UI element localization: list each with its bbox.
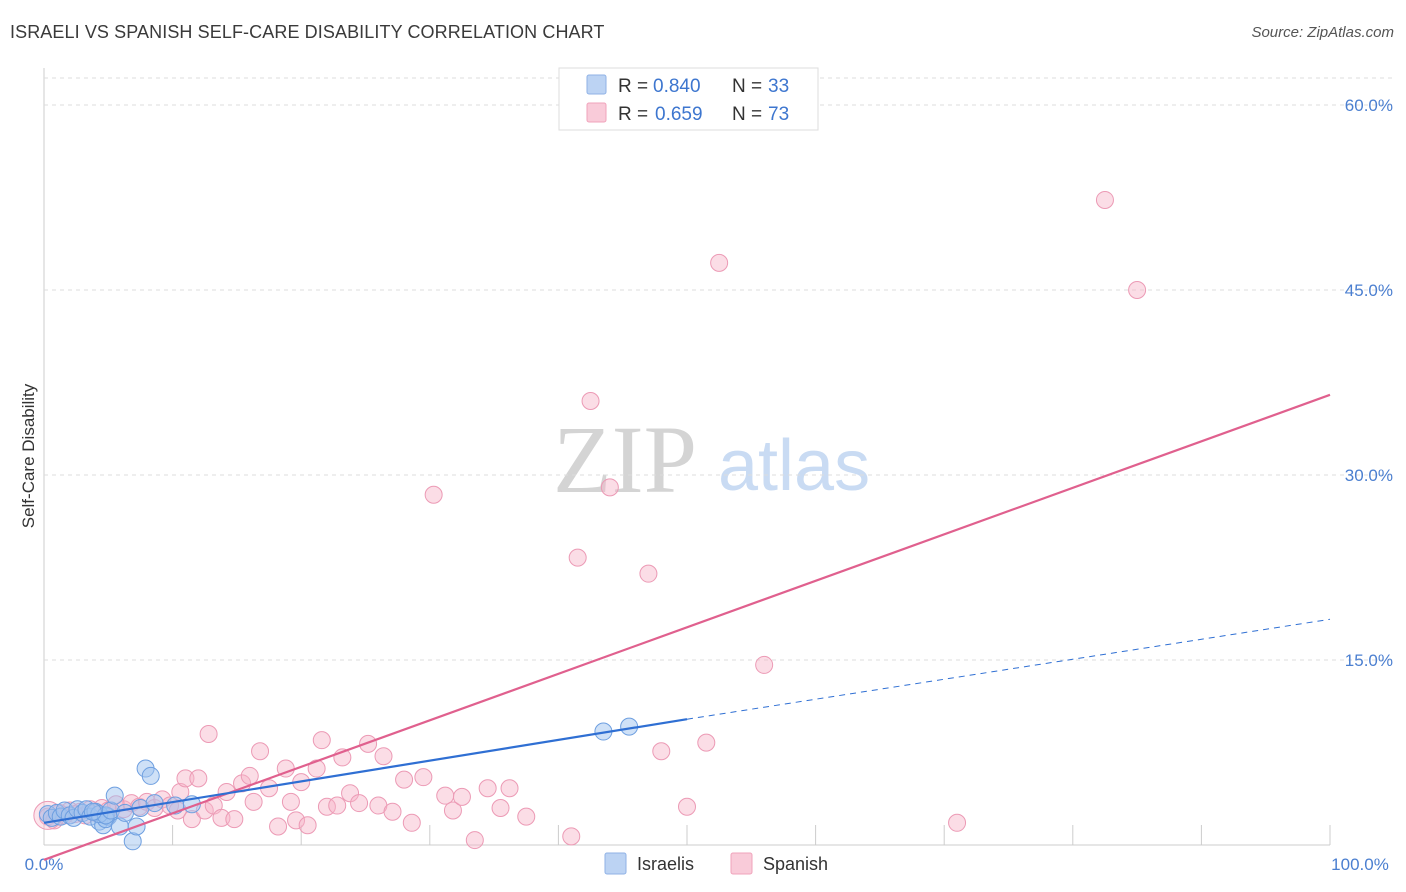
legend-r-label-israelis: R =: [618, 76, 648, 97]
spanish-point: [189, 769, 208, 788]
spanish-point: [251, 742, 270, 761]
y-tick-label: 60.0%: [1345, 96, 1393, 115]
spanish-point: [350, 794, 369, 813]
bottom-legend-label-israelis: Israelis: [637, 854, 694, 874]
spanish-point: [287, 811, 306, 830]
legend-r-value-israelis: 0.840: [653, 76, 701, 97]
bottom-legend-label-spanish: Spanish: [763, 854, 828, 874]
legend-r-value-spanish: 0.659: [655, 104, 703, 125]
spanish-point: [176, 769, 195, 788]
legend-n-label-spanish: N =: [732, 104, 762, 125]
legend-r-label-spanish: R =: [618, 104, 648, 125]
y-tick-label: 30.0%: [1345, 466, 1393, 485]
y-tick-label: 45.0%: [1345, 281, 1393, 300]
legend-n-value-spanish: 73: [768, 104, 789, 125]
spanish-point: [948, 813, 967, 832]
israelis-point: [116, 803, 135, 822]
israelis-point: [105, 786, 124, 805]
spanish-point: [312, 731, 331, 750]
spanish-point: [678, 797, 696, 816]
spanish-point: [269, 817, 288, 836]
x-tick-label-max: 100.0%: [1331, 855, 1389, 874]
spanish-point: [307, 759, 326, 778]
spanish-point: [328, 796, 347, 815]
spanish-point: [244, 792, 263, 811]
trendlines: [43, 393, 1331, 861]
israelis-point: [123, 832, 142, 851]
spanish-point: [341, 784, 360, 803]
spanish-point: [755, 655, 774, 674]
spanish-point: [500, 779, 519, 798]
legend-swatch-israelis: [586, 74, 607, 95]
watermark-atlas: atlas: [718, 426, 870, 506]
x-axis-ticks: [172, 825, 1331, 845]
spanish-point: [639, 564, 658, 583]
chart-source: Source: ZipAtlas.com: [1251, 24, 1394, 41]
spanish-point: [383, 802, 402, 821]
y-tick-label: 15.0%: [1345, 651, 1393, 670]
bottom-legend-swatch-israelis: [604, 852, 627, 875]
spanish-point: [359, 734, 378, 753]
spanish-point: [414, 768, 433, 787]
israelis-point: [141, 766, 160, 785]
spanish-point: [697, 733, 716, 752]
spanish-trendline: [43, 393, 1331, 861]
spanish-point: [424, 485, 443, 504]
spanish-point: [402, 813, 421, 832]
spanish-point: [1128, 281, 1147, 299]
x-tick-label-min: 0.0%: [25, 855, 64, 874]
chart-title: ISRAELI VS SPANISH SELF-CARE DISABILITY …: [10, 22, 605, 42]
israelis-trendline-extension: [686, 618, 1331, 720]
spanish-point: [212, 808, 231, 827]
spanish-point: [1095, 190, 1114, 209]
spanish-point: [517, 807, 536, 826]
series-legend: Israelis Spanish: [604, 852, 828, 875]
spanish-point: [710, 253, 729, 272]
stats-legend: R = 0.840 N = 33 R = 0.659 N = 73: [558, 67, 819, 131]
spanish-point: [452, 787, 471, 806]
israelis-trendline: [43, 718, 688, 824]
legend-n-value-israelis: 33: [768, 76, 789, 97]
legend-swatch-spanish: [586, 102, 607, 123]
spanish-point: [600, 478, 619, 497]
y-axis-tick-labels: 15.0% 30.0% 45.0% 60.0%: [1345, 96, 1393, 670]
spanish-point: [581, 392, 600, 410]
legend-n-label-israelis: N =: [732, 76, 762, 97]
spanish-point: [281, 792, 300, 811]
spanish-point: [199, 725, 218, 743]
y-axis-title: Self-Care Disability: [19, 383, 38, 528]
spanish-point: [562, 827, 581, 846]
spanish-point: [652, 742, 671, 761]
gridlines: [44, 77, 1395, 661]
spanish-point: [465, 831, 484, 850]
watermark-zip: ZIP: [553, 406, 697, 513]
spanish-point: [443, 801, 462, 820]
spanish-point: [395, 770, 414, 789]
spanish-point: [491, 799, 510, 817]
spanish-point: [478, 779, 497, 798]
israelis-point: [83, 802, 102, 821]
spanish-point: [374, 747, 393, 766]
spanish-point: [436, 786, 455, 805]
spanish-point: [568, 548, 587, 567]
spanish-point: [240, 766, 259, 785]
spanish-point: [225, 810, 244, 829]
bottom-legend-swatch-spanish: [730, 852, 753, 875]
spanish-point: [298, 816, 317, 835]
